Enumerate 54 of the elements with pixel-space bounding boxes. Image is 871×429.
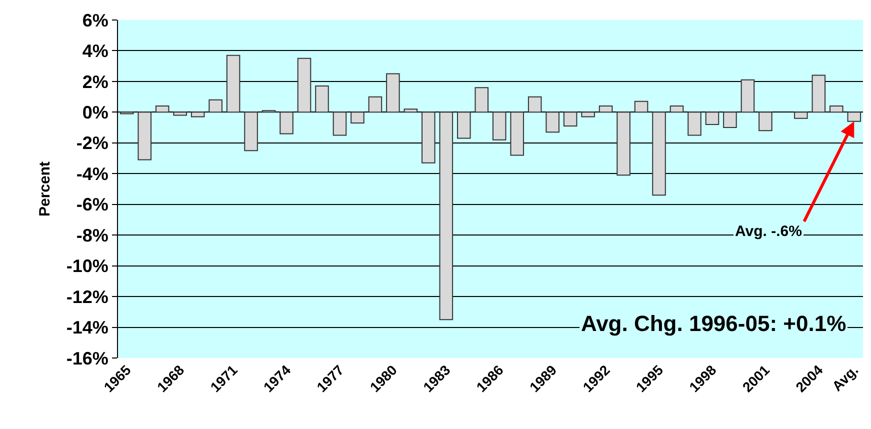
bar	[581, 112, 595, 118]
annotation: Avg. Chg. 1996-05: +0.1%	[581, 311, 846, 336]
bar	[812, 74, 826, 113]
bar	[457, 112, 471, 139]
bar	[280, 112, 294, 134]
bar	[652, 112, 666, 196]
bar	[422, 112, 436, 164]
annotation: Avg. -.6%	[735, 223, 802, 240]
bar	[830, 106, 844, 113]
y-tick-label: -4%	[76, 164, 108, 184]
bar	[297, 58, 312, 113]
y-tick-label: -2%	[76, 133, 108, 154]
bar	[794, 112, 808, 119]
y-axis-title: Percent	[36, 161, 54, 217]
bar	[723, 112, 737, 128]
bar	[190, 112, 205, 118]
bar	[705, 112, 720, 125]
bar	[563, 112, 578, 127]
bar	[670, 106, 684, 113]
bar	[208, 99, 222, 113]
x-tick-label: Avg.	[828, 362, 862, 394]
bar	[740, 79, 755, 113]
bar	[758, 112, 772, 132]
bar	[688, 112, 702, 136]
y-tick-label: -6%	[76, 194, 108, 215]
y-tick-label: 2%	[82, 72, 108, 92]
y-tick-label: 0%	[82, 102, 108, 122]
bar	[244, 112, 258, 152]
bar	[404, 108, 418, 113]
bar	[616, 112, 630, 176]
bar	[350, 112, 364, 124]
y-tick-label: -14%	[66, 318, 108, 338]
bar	[315, 86, 329, 113]
bar	[492, 112, 506, 140]
y-tick-label: -8%	[76, 225, 108, 246]
bar	[598, 106, 613, 113]
bar	[510, 112, 524, 156]
bar	[332, 112, 347, 136]
bar	[138, 112, 152, 160]
y-tick-label: -10%	[66, 256, 108, 276]
y-tick-label: -16%	[66, 348, 108, 368]
bar	[386, 73, 400, 113]
bar	[474, 87, 489, 113]
bar	[368, 96, 382, 113]
bar	[155, 106, 170, 113]
bar	[173, 112, 187, 116]
bar	[528, 96, 542, 113]
bar	[546, 112, 560, 133]
bar	[634, 100, 648, 113]
bar	[226, 54, 240, 113]
y-tick-label: 6%	[82, 10, 108, 30]
y-tick-label: -12%	[66, 286, 108, 307]
bar	[439, 112, 454, 320]
y-tick-label: 4%	[82, 41, 108, 62]
